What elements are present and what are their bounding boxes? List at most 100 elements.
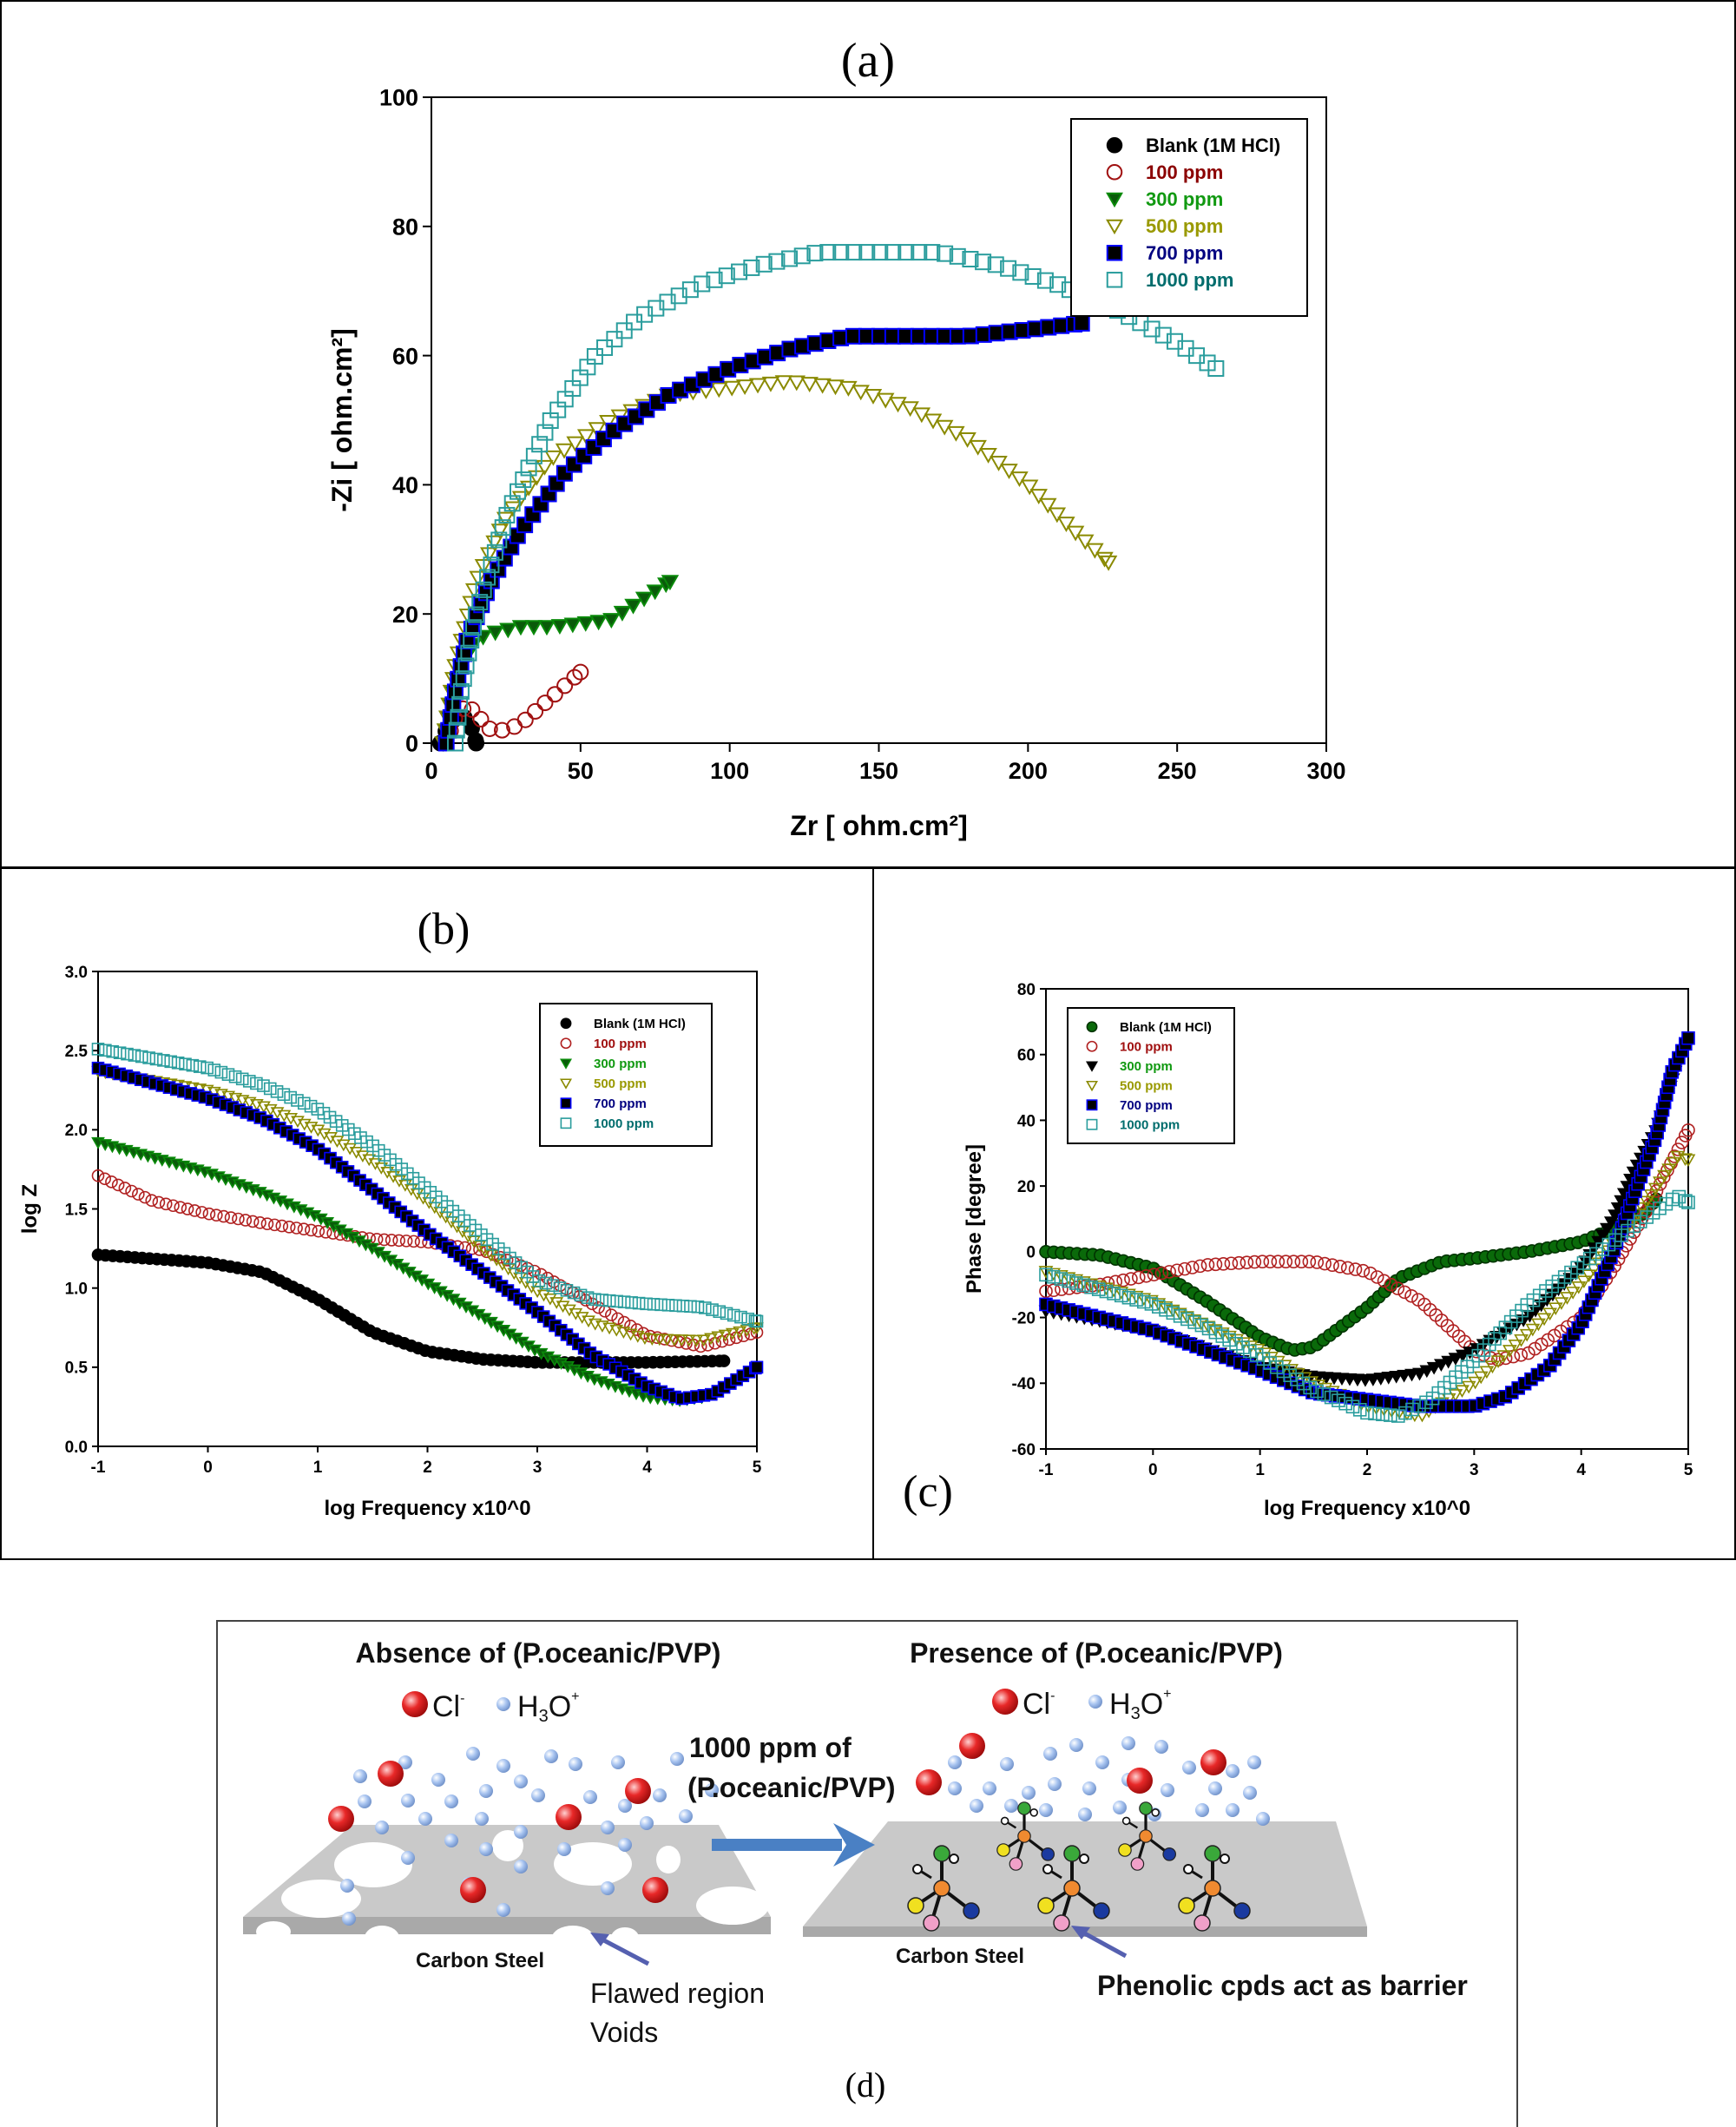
- chloride-ion-icon: [556, 1804, 582, 1830]
- data-point: [1643, 1189, 1659, 1202]
- data-point: [979, 447, 997, 464]
- data-point: [1348, 1262, 1363, 1276]
- data-point: [625, 1296, 638, 1309]
- data-point: [667, 1333, 681, 1347]
- hydronium-ion-icon: [640, 1816, 654, 1830]
- data-point: [142, 1051, 155, 1064]
- data-point: [1116, 1273, 1130, 1287]
- data-point: [581, 1291, 595, 1304]
- data-point: [1263, 1254, 1278, 1269]
- data-point: [486, 543, 503, 561]
- data-point: [356, 1150, 370, 1163]
- y-tick-label: 80: [1017, 981, 1036, 999]
- data-point: [624, 598, 642, 615]
- data-point: [1250, 1343, 1266, 1357]
- x-tick-label: 4: [1576, 1461, 1586, 1479]
- data-point: [1216, 1257, 1231, 1271]
- y-tick-label: 2.5: [65, 1043, 89, 1061]
- legend-entry: Blank (1M HCl): [1146, 135, 1280, 156]
- data-point: [135, 1050, 148, 1064]
- data-point: [1129, 1293, 1143, 1307]
- series-1000-ppm: [1039, 1189, 1695, 1423]
- data-point: [467, 606, 484, 623]
- void-hole: [611, 1927, 639, 1948]
- data-point: [537, 620, 556, 636]
- data-point: [1397, 1285, 1411, 1300]
- data-point: [209, 1208, 223, 1222]
- data-point: [257, 1079, 270, 1092]
- data-point: [159, 1197, 173, 1211]
- legend-marker-icon: [1086, 1099, 1098, 1111]
- ion-legend-left: Cl- H3O+: [402, 1689, 579, 1726]
- data-point: [448, 721, 465, 739]
- data-point: [525, 447, 542, 464]
- data-point: [556, 1301, 570, 1314]
- data-point: [1634, 1202, 1650, 1215]
- y-tick-label: 80: [392, 214, 418, 240]
- data-point: [1681, 1123, 1695, 1137]
- y-tick-label: 20: [1017, 1178, 1036, 1196]
- data-point: [640, 1297, 653, 1311]
- data-point: [1286, 1254, 1301, 1269]
- chloride-ion-icon: [1127, 1768, 1153, 1794]
- data-point: [531, 436, 549, 453]
- data-point: [1514, 1347, 1529, 1362]
- hydronium-ion-icon: [1208, 1781, 1222, 1795]
- x-tick-label: 0: [1148, 1461, 1158, 1479]
- legend-marker-icon: [1085, 1080, 1099, 1092]
- data-point: [743, 259, 760, 276]
- data-point: [1681, 1031, 1695, 1045]
- hydronium-ion-icon: [496, 1903, 510, 1917]
- void-hole: [552, 1926, 594, 1950]
- data-point: [706, 1303, 719, 1316]
- data-point: [969, 439, 987, 456]
- x-tick-label: 2: [1363, 1461, 1372, 1479]
- data-point: [1302, 1254, 1317, 1269]
- legend-entry: 1000 ppm: [1120, 1118, 1180, 1133]
- legend-entry: 300 ppm: [1146, 188, 1223, 210]
- hydronium-ion-icon: [1121, 1773, 1135, 1787]
- svg-text:H3O+: H3O+: [517, 1689, 579, 1726]
- cl-label: Cl: [1023, 1688, 1050, 1721]
- hydronium-ion-icon: [1039, 1803, 1053, 1817]
- data-point: [595, 1294, 609, 1307]
- data-point: [696, 1334, 711, 1347]
- data-point: [455, 670, 472, 688]
- data-point: [750, 1322, 764, 1335]
- data-point: [689, 1334, 704, 1347]
- data-point: [527, 702, 544, 720]
- void-hole: [334, 1842, 412, 1887]
- right-substrate-label: Carbon Steel: [896, 1945, 1024, 1968]
- chloride-ion-icon: [642, 1877, 668, 1903]
- x-tick-label: 1: [1255, 1461, 1265, 1479]
- data-point: [572, 663, 589, 681]
- h-label: H: [1109, 1688, 1131, 1721]
- x-tick-label: 100: [710, 758, 749, 784]
- chart-c: -1 0 1 2 3 4 5 -60 -40 -20 0 20 40 60 80 log Frequency …: [903, 981, 1696, 1520]
- data-point: [1076, 534, 1095, 550]
- data-point: [710, 382, 728, 398]
- data-point: [1132, 314, 1149, 332]
- data-point: [149, 1052, 163, 1066]
- data-point: [1222, 1333, 1236, 1347]
- data-point: [1136, 1294, 1151, 1309]
- x-tick-label: 300: [1306, 758, 1345, 784]
- data-point: [670, 287, 687, 305]
- data-point: [179, 1057, 192, 1071]
- panel-a-border: [0, 0, 1736, 868]
- data-point: [1178, 1261, 1192, 1276]
- data-point: [660, 1333, 674, 1347]
- data-point: [990, 456, 1008, 471]
- data-point: [480, 547, 498, 563]
- data-point: [1324, 1390, 1338, 1405]
- data-point: [1294, 1254, 1309, 1269]
- void-hole: [696, 1887, 769, 1925]
- hydronium-ion-icon: [1121, 1736, 1135, 1750]
- y-tick-label: 3.0: [65, 964, 88, 982]
- data-point: [186, 1058, 200, 1072]
- hydronium-ion-icon: [1004, 1799, 1018, 1813]
- data-point: [1257, 1347, 1272, 1360]
- svg-text:H3O+: H3O+: [1109, 1687, 1171, 1723]
- data-point: [613, 605, 632, 622]
- data-point: [877, 392, 895, 409]
